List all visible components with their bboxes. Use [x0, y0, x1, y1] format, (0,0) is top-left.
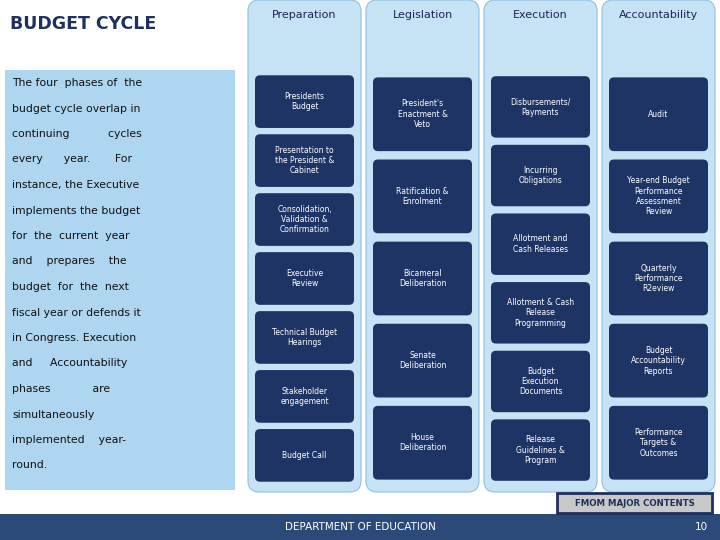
FancyBboxPatch shape — [366, 0, 479, 492]
Text: fiscal year or defends it: fiscal year or defends it — [12, 307, 140, 318]
Text: DEPARTMENT OF EDUCATION: DEPARTMENT OF EDUCATION — [284, 522, 436, 532]
FancyBboxPatch shape — [491, 420, 590, 481]
FancyBboxPatch shape — [602, 0, 715, 492]
FancyBboxPatch shape — [0, 0, 240, 492]
FancyBboxPatch shape — [255, 252, 354, 305]
Text: Legislation: Legislation — [392, 10, 453, 20]
Text: Performance
Targets &
Outcomes: Performance Targets & Outcomes — [634, 428, 683, 457]
Text: instance, the Executive: instance, the Executive — [12, 180, 139, 190]
Text: Presentation to
the President &
Cabinet: Presentation to the President & Cabinet — [275, 146, 334, 176]
Text: Executive
Review: Executive Review — [286, 269, 323, 288]
FancyBboxPatch shape — [373, 159, 472, 233]
Text: Stakeholder
engagement: Stakeholder engagement — [280, 387, 329, 406]
Text: Presidents
Budget: Presidents Budget — [284, 92, 325, 111]
Text: simultaneously: simultaneously — [12, 409, 94, 420]
Text: in Congress. Execution: in Congress. Execution — [12, 333, 136, 343]
Text: Bicameral
Deliberation: Bicameral Deliberation — [399, 269, 446, 288]
Text: BUDGET CYCLE: BUDGET CYCLE — [10, 15, 156, 33]
Text: Ratification &
Enrolment: Ratification & Enrolment — [396, 187, 449, 206]
Text: Incurring
Obligations: Incurring Obligations — [518, 166, 562, 185]
Text: The four  phases of  the: The four phases of the — [12, 78, 142, 88]
FancyBboxPatch shape — [491, 350, 590, 412]
FancyBboxPatch shape — [255, 311, 354, 364]
FancyBboxPatch shape — [484, 0, 597, 492]
Text: implemented    year-: implemented year- — [12, 435, 126, 445]
Text: Senate
Deliberation: Senate Deliberation — [399, 351, 446, 370]
Text: Allotment & Cash
Release
Programming: Allotment & Cash Release Programming — [507, 298, 574, 328]
FancyBboxPatch shape — [373, 77, 472, 151]
Text: every      year.       For: every year. For — [12, 154, 132, 165]
Text: President's
Enactment &
Veto: President's Enactment & Veto — [397, 99, 448, 129]
Text: Allotment and
Cash Releases: Allotment and Cash Releases — [513, 234, 568, 254]
Text: budget cycle overlap in: budget cycle overlap in — [12, 104, 140, 113]
Text: 10: 10 — [695, 522, 708, 532]
Text: Budget
Accountability
Reports: Budget Accountability Reports — [631, 346, 686, 375]
Text: budget  for  the  next: budget for the next — [12, 282, 129, 292]
FancyBboxPatch shape — [255, 75, 354, 128]
FancyBboxPatch shape — [248, 0, 361, 492]
Text: Preparation: Preparation — [272, 10, 337, 20]
FancyBboxPatch shape — [0, 514, 720, 540]
FancyBboxPatch shape — [609, 241, 708, 315]
FancyBboxPatch shape — [491, 76, 590, 138]
Text: Consolidation,
Validation &
Confirmation: Consolidation, Validation & Confirmation — [277, 205, 332, 234]
Text: and    prepares    the: and prepares the — [12, 256, 127, 267]
FancyBboxPatch shape — [373, 241, 472, 315]
FancyBboxPatch shape — [373, 406, 472, 480]
FancyBboxPatch shape — [255, 134, 354, 187]
Text: phases            are: phases are — [12, 384, 110, 394]
Text: and     Accountability: and Accountability — [12, 359, 127, 368]
Text: Quarterly
Performance
R2eview: Quarterly Performance R2eview — [634, 264, 683, 293]
Text: Disbursements/
Payments: Disbursements/ Payments — [510, 97, 571, 117]
Text: Budget Call: Budget Call — [282, 451, 327, 460]
FancyBboxPatch shape — [5, 70, 235, 490]
Text: continuing           cycles: continuing cycles — [12, 129, 142, 139]
FancyBboxPatch shape — [373, 324, 472, 397]
Text: round.: round. — [12, 461, 47, 470]
FancyBboxPatch shape — [255, 193, 354, 246]
Text: Accountability: Accountability — [619, 10, 698, 20]
FancyBboxPatch shape — [609, 406, 708, 480]
Text: Execution: Execution — [513, 10, 568, 20]
FancyBboxPatch shape — [609, 324, 708, 397]
Text: Budget
Execution
Documents: Budget Execution Documents — [518, 367, 562, 396]
FancyBboxPatch shape — [491, 282, 590, 343]
Text: Release
Guidelines &
Program: Release Guidelines & Program — [516, 435, 565, 465]
FancyBboxPatch shape — [609, 159, 708, 233]
Text: FMOM MAJOR CONTENTS: FMOM MAJOR CONTENTS — [575, 498, 694, 508]
Text: implements the budget: implements the budget — [12, 206, 140, 215]
FancyBboxPatch shape — [609, 77, 708, 151]
FancyBboxPatch shape — [255, 370, 354, 423]
Text: House
Deliberation: House Deliberation — [399, 433, 446, 453]
Text: Technical Budget
Hearings: Technical Budget Hearings — [272, 328, 337, 347]
FancyBboxPatch shape — [255, 429, 354, 482]
Text: Audit: Audit — [648, 110, 669, 119]
FancyBboxPatch shape — [491, 145, 590, 206]
Text: for  the  current  year: for the current year — [12, 231, 130, 241]
Text: Year-end Budget
Performance
Assessment
Review: Year-end Budget Performance Assessment R… — [627, 176, 690, 217]
FancyBboxPatch shape — [491, 213, 590, 275]
FancyBboxPatch shape — [557, 493, 712, 513]
